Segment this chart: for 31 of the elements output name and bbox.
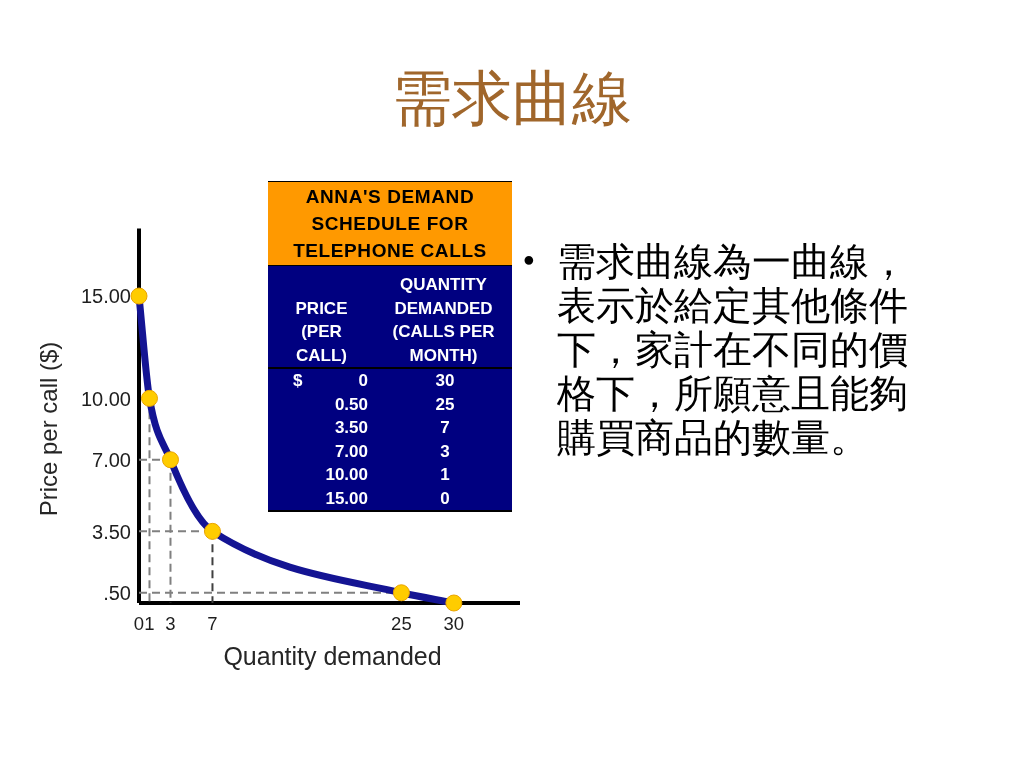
y-tick-label: 15.00: [80, 285, 131, 308]
y-tick-label: 3.50: [92, 520, 131, 543]
annotation: 10.00: [324, 464, 368, 486]
annotation: 7.00: [333, 440, 368, 463]
x-tick-label: 7: [207, 613, 218, 634]
y-axis-title: Price per call ($): [35, 341, 62, 517]
y-tick-label: 10.00: [80, 387, 131, 410]
annotation: 0.50: [333, 393, 368, 416]
x-tick-label: 0: [133, 613, 145, 634]
annotation: 25: [434, 393, 456, 416]
annotation: 30: [434, 370, 456, 392]
y-tick-label: .50: [103, 581, 131, 604]
annotation: QUANTITY DEMANDED (CALLS PER MONTH): [391, 274, 496, 367]
annotation: 3: [439, 440, 451, 463]
table-title: ANNA'S DEMAND SCHEDULE FOR TELEPHONE CALLS: [292, 185, 488, 263]
annotation: 15.00: [324, 487, 368, 510]
x-tick-label: 25: [391, 613, 412, 634]
chart-title: 需求曲線: [391, 62, 633, 135]
annotation: 7: [439, 417, 451, 439]
x-tick-label: 30: [443, 613, 465, 634]
x-axis-title: Quantity demanded: [223, 642, 442, 670]
y-tick-label: 7.00: [92, 448, 131, 471]
annotation: •: [520, 243, 539, 281]
annotation: 1: [439, 464, 451, 486]
annotation: PRICE (PER CALL): [294, 297, 349, 367]
annotation: $ 0: [293, 370, 368, 392]
annotation: 3.50: [333, 417, 368, 439]
x-tick-label: 3: [165, 613, 176, 634]
annotation: 0: [439, 487, 451, 510]
annotation: 需求曲線為一曲線，表示於給定其他條件下，家計在不同的價格下，所願意且能夠購買商品的數量。: [557, 240, 909, 460]
x-tick-label: 1: [144, 613, 155, 634]
